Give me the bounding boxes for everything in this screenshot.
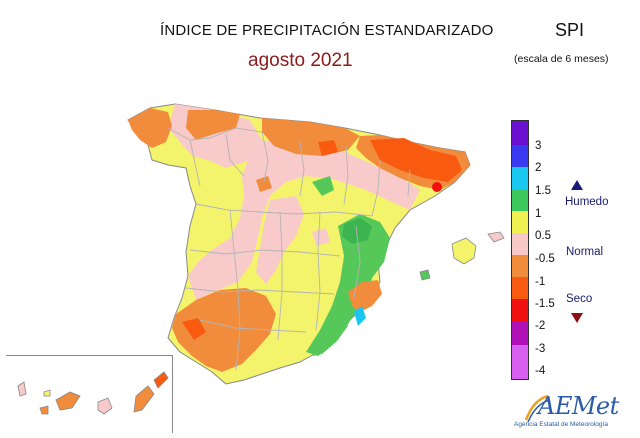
legend-label-1-5: 1.5 [535, 185, 551, 197]
canary-islands-frame [6, 355, 173, 433]
spi-legend-colorbar [511, 120, 529, 380]
legend-swatch-m2 [512, 299, 528, 321]
legend-label-1: 1 [535, 208, 542, 220]
legend-swatch-m1-5 [512, 277, 528, 299]
region-red-catalonia [432, 182, 442, 192]
legend-label-m1: -1 [535, 276, 546, 288]
scale-note: (escala de 6 meses) [514, 53, 609, 65]
region-green-south-east [312, 312, 348, 356]
map-title: ÍNDICE DE PRECIPITACIÓN ESTANDARIZADO [160, 22, 494, 39]
region-darkorange-north [318, 140, 338, 156]
aemet-logo: AEMet Agencia Estatal de Meteorología [514, 392, 634, 436]
region-cyan-spot [354, 306, 366, 326]
region-orange-galicia [128, 108, 172, 148]
legend-swatch-0-5 [512, 211, 528, 233]
island-gran-canaria [97, 397, 113, 415]
legend-swatch-m4 [512, 345, 528, 379]
region-green-east [306, 214, 390, 356]
island-mallorca [451, 237, 477, 265]
index-name: SPI [555, 20, 585, 40]
island-ibiza [419, 269, 431, 281]
legend-label-3: 3 [535, 140, 542, 152]
legend-swatch-m3 [512, 321, 528, 345]
logo-wordmark: AEMet [538, 392, 619, 420]
island-menorca [487, 231, 505, 243]
legend-label-m3: -3 [535, 343, 546, 355]
region-pink-madrid [312, 228, 330, 246]
region-orange-southeast [348, 280, 382, 312]
legend-swatch-1-5 [512, 167, 528, 189]
region-orange-south-west [172, 288, 276, 372]
dry-arrow-icon [571, 313, 583, 323]
island-lanzarote [153, 371, 169, 389]
class-label-normal: Normal [566, 246, 604, 258]
legend-swatch-m1 [512, 255, 528, 277]
class-label-dry: Seco [566, 293, 593, 305]
legend-label-m0-5: -0.5 [535, 253, 555, 265]
wet-arrow-icon [571, 180, 583, 190]
logo-subtitle: Agencia Estatal de Meteorología [514, 421, 608, 428]
island-tenerife [55, 391, 81, 411]
region-pink-east-small [312, 176, 334, 196]
legend-swatch-m0-5 [512, 233, 528, 255]
island-fuerteventura [133, 385, 155, 413]
legend-swatch-2 [512, 145, 528, 167]
legend-label-m2: -2 [535, 320, 546, 332]
class-label-wet: Humedo [565, 196, 609, 208]
legend-swatch-1 [512, 189, 528, 211]
region-orange-north [186, 110, 240, 140]
legend-label-m1-5: -1.5 [535, 298, 555, 310]
legend-label-m4: -4 [535, 365, 546, 377]
island-la-palma [17, 381, 27, 397]
legend-label-0-5: 0.5 [535, 230, 551, 242]
region-pink-central [256, 196, 304, 284]
province-borders [167, 127, 411, 371]
region-darkorange-south [182, 318, 206, 340]
region-pink-north-central [188, 140, 420, 300]
legend-swatch-3 [512, 121, 528, 145]
logo-swoosh-icon [524, 394, 551, 423]
region-darkorange-pyrenees [370, 138, 462, 182]
island-la-gomera [43, 389, 51, 397]
map-period: agosto 2021 [248, 50, 353, 71]
legend-label-2: 2 [535, 162, 542, 174]
island-el-hierro [39, 405, 49, 415]
region-orange-small-center [256, 176, 272, 192]
